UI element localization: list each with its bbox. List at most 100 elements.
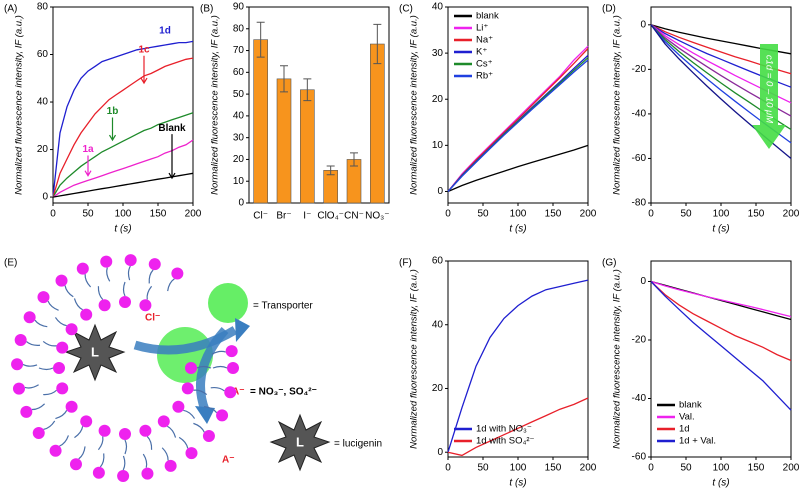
- lipid-tail: [161, 447, 169, 461]
- lipid-tail: [47, 300, 59, 311]
- lipid-head: [53, 362, 65, 374]
- lipid-head: [224, 386, 237, 399]
- y-tick-label: -60: [632, 452, 647, 463]
- series-line: [447, 144, 589, 193]
- y-axis-label: Normalized fluorescence intensity, IF (a…: [409, 15, 420, 195]
- lipid-tail: [148, 269, 154, 284]
- y-tick-label: 80: [37, 2, 49, 13]
- y-tick-label: 40: [37, 97, 49, 108]
- lipid-head: [225, 345, 238, 358]
- transporter-key: [208, 283, 248, 323]
- x-axis-label: t (s): [712, 224, 729, 235]
- lipid-head: [227, 362, 239, 374]
- arrow-head: [235, 318, 250, 342]
- lipid-tail: [78, 446, 86, 460]
- y-tick-label: 0: [238, 198, 244, 209]
- series-line: [52, 172, 194, 198]
- lipid-head: [14, 334, 27, 347]
- bar: [276, 78, 292, 204]
- lipid-head: [92, 466, 105, 479]
- lipid-tail: [99, 453, 105, 468]
- x-tick-label: 200: [580, 463, 597, 474]
- x-tick-label: I⁻: [303, 211, 311, 222]
- y-tick-label: 10: [432, 140, 444, 151]
- panel-label: (E): [4, 258, 17, 269]
- x-tick-label: 0: [445, 463, 451, 474]
- legend-label: Na⁺: [476, 35, 493, 46]
- x-tick-label: 0: [648, 209, 654, 220]
- y-tick-label: 70: [233, 45, 245, 56]
- lipid-head: [117, 469, 130, 482]
- x-tick-label: Br⁻: [276, 211, 291, 222]
- lipid-tail: [127, 265, 131, 281]
- lipid-tail: [211, 350, 226, 355]
- x-tick-label: 50: [82, 209, 94, 220]
- plot-frame: [650, 260, 792, 458]
- y-axis-label: Normalized fluorescence intensity, IF (a…: [409, 269, 420, 449]
- error-bar: [303, 78, 312, 102]
- series-line: [650, 280, 792, 318]
- legend-label: 1d with NO₃⁻: [476, 424, 532, 435]
- chloride-label: Cl⁻: [145, 313, 160, 324]
- lipid-tail: [43, 420, 56, 430]
- lipid-head: [56, 341, 69, 354]
- series-line: [447, 48, 589, 192]
- series-label: Blank: [158, 123, 186, 134]
- bar: [300, 89, 315, 204]
- flux-arrow: [196, 327, 229, 412]
- y-tick-label: 0: [42, 192, 48, 203]
- lipid-tail: [142, 453, 148, 468]
- x-tick-label: 0: [445, 209, 451, 220]
- lipid-head: [69, 458, 82, 471]
- series-line: [52, 57, 194, 198]
- lipid-head: [185, 447, 198, 460]
- annotation: c1d = 0 – 10 μM: [763, 55, 774, 123]
- lipid-head: [80, 308, 93, 321]
- panel-label: (G): [602, 258, 616, 269]
- plot-frame: [447, 6, 589, 204]
- legend-label: Val.: [679, 412, 695, 423]
- error-bar: [373, 23, 382, 65]
- y-tick-label: 60: [233, 67, 245, 78]
- x-tick-label: 100: [713, 209, 730, 220]
- y-tick-label: 0: [640, 19, 646, 30]
- y-tick-label: -80: [632, 198, 647, 209]
- y-tick-label: 40: [233, 111, 245, 122]
- lipid-tail: [146, 285, 153, 300]
- y-axis-label: Normalized fluorescence intensity, IF (a…: [210, 15, 221, 195]
- anion-label: A⁻: [232, 387, 245, 398]
- bar: [253, 39, 268, 204]
- y-tick-label: 80: [233, 23, 245, 34]
- y-tick-label: 40: [432, 2, 444, 13]
- x-tick-label: 50: [680, 209, 692, 220]
- annotation-arrow: [752, 44, 786, 149]
- legend-label: blank: [476, 11, 499, 22]
- x-tick-label: ClO₄⁻: [317, 211, 344, 222]
- y-tick-label: 60: [37, 49, 49, 60]
- x-tick-label: Cl⁻: [253, 211, 268, 222]
- lipid-tail: [64, 285, 74, 298]
- lipid-head: [11, 358, 24, 371]
- x-tick-label: 200: [185, 209, 202, 220]
- y-tick-label: 30: [432, 48, 444, 59]
- x-tick-label: 100: [713, 463, 730, 474]
- plot-frame: [248, 6, 390, 204]
- panel-label: (F): [399, 258, 412, 269]
- lipid-tail: [97, 286, 104, 300]
- error-bar: [256, 21, 265, 58]
- error-bar: [280, 65, 288, 93]
- series-line: [447, 59, 589, 192]
- y-tick-label: 20: [233, 154, 245, 165]
- lipid-tail: [74, 426, 84, 439]
- anion-definition: = NO₃⁻, SO₄²⁻: [250, 387, 317, 398]
- lipid-head: [32, 426, 45, 439]
- diagram: (E) = Transporter L Cl⁻ A⁻ = NO₃⁻, SO₄²⁻…: [4, 254, 382, 482]
- lipid-head: [65, 323, 78, 336]
- y-tick-label: 50: [233, 89, 245, 100]
- lipid-head: [139, 424, 152, 437]
- y-axis-label: Normalized fluorescence intensity, IF (a…: [612, 15, 623, 195]
- panel-label: (A): [4, 4, 17, 15]
- lipid-head: [157, 415, 170, 428]
- x-tick-label: 0: [648, 463, 654, 474]
